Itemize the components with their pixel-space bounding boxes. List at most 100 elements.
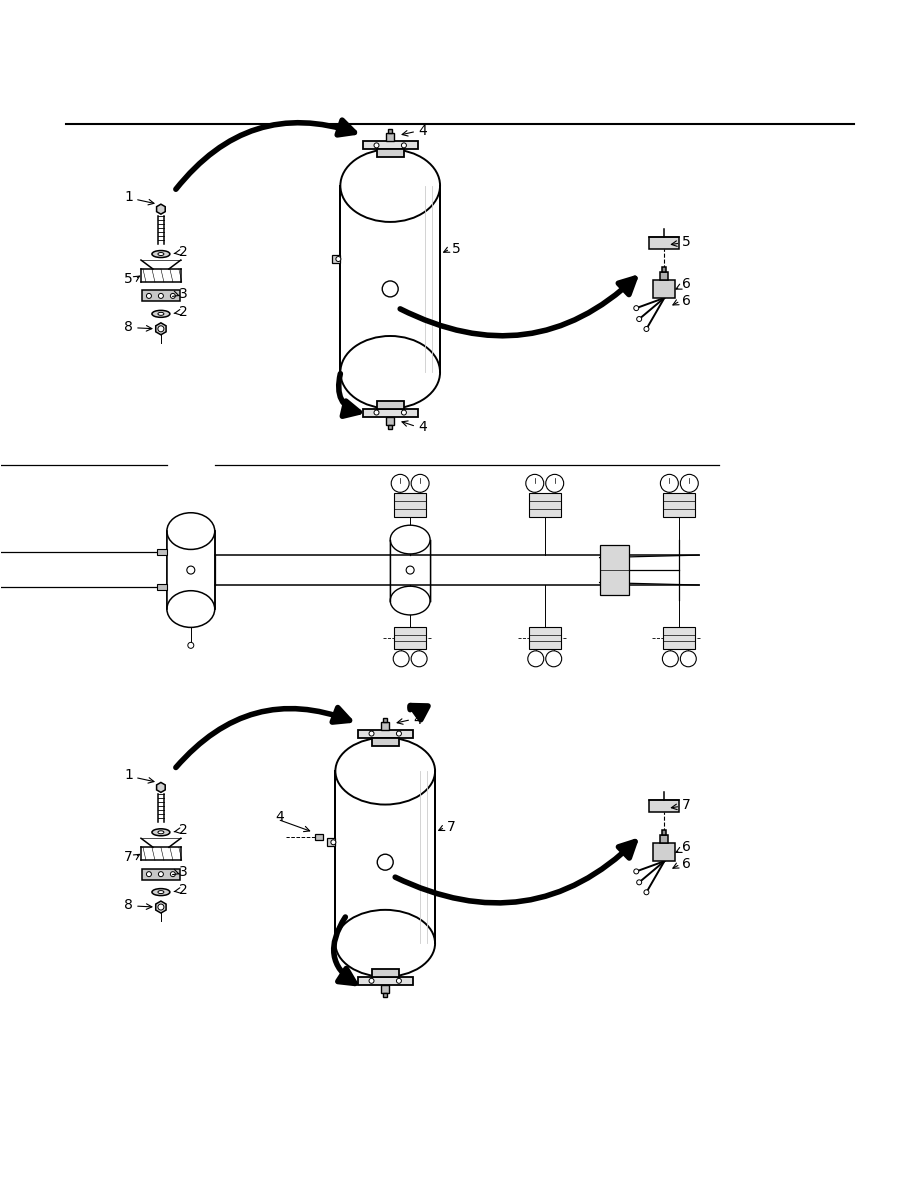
Text: 6: 6 (682, 293, 691, 308)
Ellipse shape (341, 151, 439, 221)
Bar (386, 417, 394, 424)
Ellipse shape (158, 891, 164, 893)
Circle shape (545, 651, 562, 666)
Ellipse shape (390, 525, 431, 554)
Bar (372, 738, 399, 746)
Bar (381, 985, 389, 993)
Circle shape (374, 143, 379, 147)
Bar (341, 185, 440, 372)
Bar (660, 272, 668, 280)
Ellipse shape (341, 336, 440, 409)
Ellipse shape (167, 513, 215, 549)
Ellipse shape (152, 889, 170, 896)
Circle shape (637, 880, 642, 885)
Circle shape (188, 643, 194, 649)
Circle shape (330, 840, 336, 845)
Bar (394, 627, 426, 649)
Circle shape (663, 651, 678, 666)
Polygon shape (156, 323, 166, 335)
Bar (664, 493, 695, 517)
Bar (388, 129, 392, 133)
Ellipse shape (158, 312, 164, 315)
Text: 6: 6 (682, 840, 691, 854)
Bar (391, 539, 430, 601)
Bar (363, 141, 418, 150)
Circle shape (377, 854, 393, 870)
Circle shape (336, 257, 341, 261)
Bar (660, 835, 668, 843)
Bar (142, 868, 180, 879)
Polygon shape (156, 901, 166, 914)
Bar (529, 493, 561, 517)
Circle shape (393, 651, 409, 666)
Bar (372, 969, 399, 977)
Ellipse shape (152, 310, 170, 317)
Text: 1: 1 (124, 769, 133, 783)
Text: 1: 1 (124, 190, 133, 204)
Circle shape (644, 890, 649, 895)
Text: 8: 8 (124, 898, 133, 912)
Text: 7: 7 (682, 798, 691, 813)
Circle shape (637, 316, 642, 322)
Circle shape (660, 474, 678, 492)
Text: 3: 3 (179, 865, 187, 879)
Bar (332, 255, 341, 263)
Circle shape (147, 872, 151, 877)
Ellipse shape (152, 251, 170, 258)
Text: 6: 6 (682, 858, 691, 871)
Text: 4: 4 (418, 419, 427, 434)
Text: 5: 5 (682, 235, 691, 249)
Bar (383, 718, 387, 721)
Bar (649, 801, 679, 813)
Circle shape (158, 326, 164, 331)
Text: 2: 2 (179, 305, 187, 318)
Circle shape (633, 305, 639, 310)
Ellipse shape (390, 586, 431, 615)
Text: 5: 5 (452, 242, 461, 257)
Circle shape (187, 567, 195, 574)
Bar (358, 977, 412, 985)
Circle shape (159, 293, 163, 298)
Text: 2: 2 (179, 823, 187, 838)
Circle shape (411, 474, 429, 492)
Circle shape (382, 280, 398, 297)
Circle shape (374, 410, 379, 415)
Ellipse shape (341, 150, 440, 222)
Ellipse shape (167, 590, 215, 627)
Bar (328, 839, 335, 846)
Bar (157, 584, 167, 590)
Bar (335, 771, 435, 943)
Bar (654, 843, 676, 861)
Ellipse shape (335, 738, 435, 804)
Ellipse shape (337, 739, 433, 803)
Text: 4: 4 (418, 125, 427, 139)
Text: 6: 6 (682, 277, 691, 291)
Circle shape (369, 979, 374, 984)
Circle shape (369, 731, 374, 737)
Bar (316, 834, 323, 840)
Bar (663, 830, 666, 835)
Circle shape (406, 567, 414, 574)
Text: 2: 2 (179, 883, 187, 897)
Ellipse shape (158, 830, 164, 834)
Text: 5: 5 (124, 272, 133, 286)
Bar (383, 993, 387, 997)
Bar (386, 133, 394, 141)
Bar (654, 280, 676, 298)
Circle shape (158, 904, 164, 910)
Ellipse shape (152, 829, 170, 836)
Bar (376, 400, 404, 409)
Bar (142, 290, 180, 302)
Circle shape (411, 651, 427, 666)
Text: 4: 4 (413, 713, 422, 727)
Circle shape (680, 651, 696, 666)
Bar (394, 493, 426, 517)
Text: 8: 8 (124, 320, 133, 334)
Polygon shape (157, 783, 165, 792)
Bar (649, 238, 679, 249)
Bar (376, 150, 404, 157)
Circle shape (401, 410, 407, 415)
Circle shape (528, 651, 543, 666)
Text: 4: 4 (275, 810, 285, 824)
Circle shape (397, 731, 401, 737)
